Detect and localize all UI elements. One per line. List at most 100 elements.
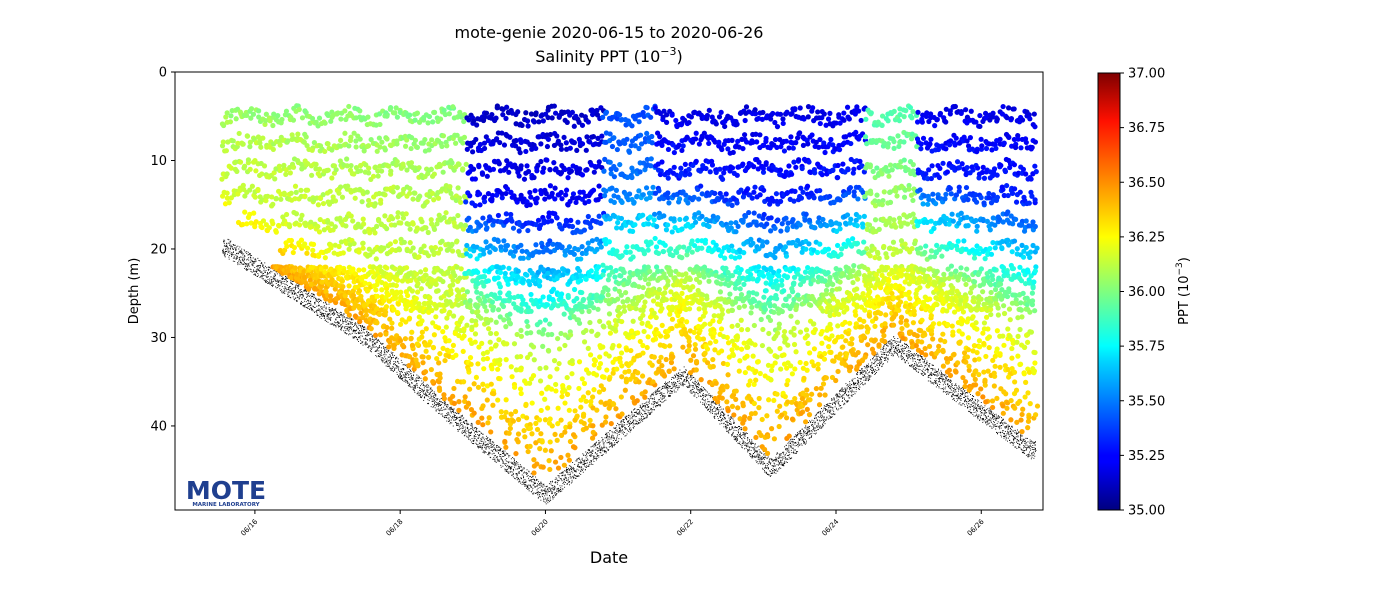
seafloor-point xyxy=(675,377,677,379)
seafloor-point xyxy=(478,446,480,448)
seafloor-point xyxy=(849,397,851,399)
seafloor-point xyxy=(223,251,225,253)
seafloor-point xyxy=(761,452,763,454)
seafloor-point xyxy=(554,486,556,488)
seafloor-point xyxy=(577,458,579,460)
seafloor-point xyxy=(236,252,238,254)
seafloor-point xyxy=(518,471,519,473)
seafloor-point xyxy=(532,484,534,486)
seafloor-point xyxy=(652,403,654,405)
seafloor-point xyxy=(662,385,664,387)
seafloor-point xyxy=(364,342,366,344)
seafloor-point xyxy=(438,404,440,406)
seafloor-point xyxy=(857,371,859,373)
seafloor-point xyxy=(455,419,457,421)
seafloor-point xyxy=(479,434,481,436)
seafloor-point xyxy=(893,352,895,354)
seafloor-point xyxy=(938,386,940,387)
seafloor-point xyxy=(620,438,622,440)
seafloor-point xyxy=(938,381,939,383)
seafloor-point xyxy=(283,278,285,280)
seafloor-point xyxy=(490,444,492,446)
seafloor-point xyxy=(792,447,794,449)
seafloor-point xyxy=(346,320,348,322)
seafloor-point xyxy=(887,358,889,360)
seafloor-point xyxy=(233,249,234,251)
seafloor-point xyxy=(417,392,419,394)
seafloor-point xyxy=(719,420,720,421)
seafloor-point xyxy=(576,459,578,460)
seafloor-point xyxy=(514,478,516,480)
seafloor-point xyxy=(278,280,280,282)
seafloor-point xyxy=(769,470,771,472)
seafloor-point xyxy=(468,429,470,431)
seafloor-point xyxy=(410,379,412,381)
seafloor-point xyxy=(598,441,600,443)
seafloor-point xyxy=(741,445,743,447)
seafloor-point xyxy=(849,389,851,391)
seafloor-point xyxy=(776,453,778,455)
seafloor-point xyxy=(402,364,404,366)
seafloor-point xyxy=(509,466,511,468)
seafloor-point xyxy=(603,446,605,448)
seafloor-point xyxy=(883,349,885,351)
seafloor-point xyxy=(327,321,329,323)
seafloor-point xyxy=(671,383,673,385)
seafloor-point xyxy=(598,448,600,450)
seafloor-point xyxy=(270,270,272,272)
seafloor-point xyxy=(742,432,744,433)
seafloor-point xyxy=(404,376,405,378)
seafloor-point xyxy=(560,487,562,489)
seafloor-point xyxy=(816,419,818,421)
seafloor-point xyxy=(524,483,526,485)
seafloor-point xyxy=(606,447,608,449)
seafloor-point xyxy=(606,442,608,444)
seafloor-point xyxy=(870,359,871,361)
seafloor-point xyxy=(704,399,706,401)
seafloor-point xyxy=(369,350,371,352)
seafloor-point xyxy=(480,443,482,444)
seafloor-point xyxy=(433,396,435,398)
seafloor-point xyxy=(920,372,922,374)
seafloor-point xyxy=(672,387,673,389)
seafloor-point xyxy=(566,471,568,472)
seafloor-point xyxy=(845,400,847,402)
seafloor-point xyxy=(931,368,933,370)
seafloor-point xyxy=(412,378,414,380)
seafloor-point xyxy=(583,460,585,462)
seafloor-point xyxy=(317,309,318,311)
seafloor-point xyxy=(390,358,392,360)
seafloor-point xyxy=(787,451,789,453)
seafloor-point xyxy=(305,301,307,303)
seafloor-point xyxy=(721,408,723,410)
seafloor-point xyxy=(566,478,568,480)
seafloor-point xyxy=(582,471,584,473)
seafloor-point xyxy=(311,309,313,311)
seafloor-point xyxy=(339,313,341,315)
seafloor-point xyxy=(794,449,796,451)
seafloor-point xyxy=(820,413,822,414)
seafloor-point xyxy=(733,436,735,437)
seafloor-point xyxy=(320,311,322,313)
seafloor-point xyxy=(361,342,363,344)
seafloor-point xyxy=(907,356,909,358)
seafloor-point xyxy=(696,388,698,390)
seafloor-point xyxy=(771,458,773,460)
seafloor-point xyxy=(281,286,283,288)
seafloor-point xyxy=(462,427,464,429)
seafloor-point xyxy=(314,302,316,304)
seafloor-point xyxy=(785,459,787,460)
seafloor-point xyxy=(435,393,437,395)
seafloor-point xyxy=(480,438,482,440)
seafloor-point xyxy=(470,428,472,430)
seafloor-point xyxy=(236,253,237,254)
seafloor-point xyxy=(518,477,519,479)
seafloor-point xyxy=(321,315,322,317)
seafloor-point xyxy=(539,487,541,489)
seafloor-point xyxy=(636,420,638,422)
seafloor-point xyxy=(238,256,240,258)
seafloor-point xyxy=(702,395,703,397)
seafloor-point xyxy=(804,427,806,429)
seafloor-point xyxy=(454,417,456,418)
seafloor-point xyxy=(731,426,733,428)
